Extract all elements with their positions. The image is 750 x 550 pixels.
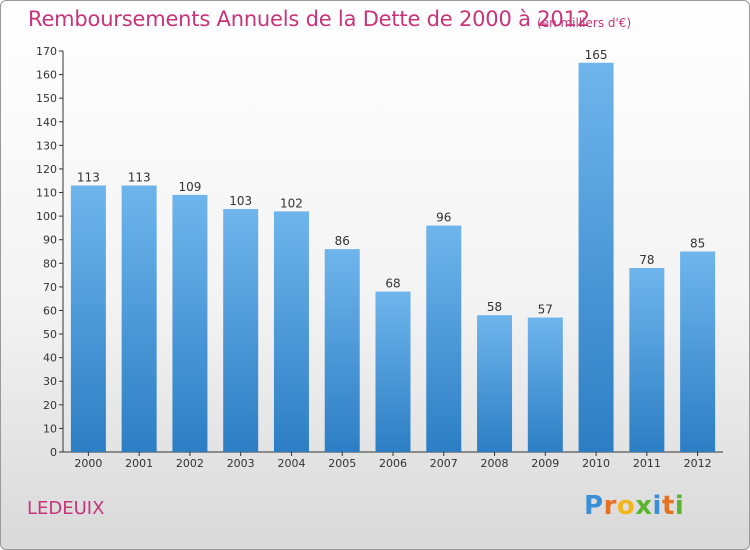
x-tick-label: 2004 (277, 457, 305, 470)
logo-letter: r (603, 491, 617, 521)
x-tick-label: 2009 (531, 457, 559, 470)
x-tick-label: 2010 (582, 457, 610, 470)
x-tick-label: 2000 (74, 457, 102, 470)
y-tick-label: 170 (36, 45, 57, 58)
y-tick-label: 130 (36, 139, 57, 152)
bar-2002 (172, 194, 208, 452)
bar-2005 (324, 249, 360, 452)
y-tick-label: 50 (43, 328, 57, 341)
proxiti-logo: Proxiti (584, 491, 684, 521)
value-label-2012: 85 (690, 237, 705, 251)
value-label-2002: 109 (178, 180, 201, 194)
y-tick-label: 80 (43, 257, 57, 270)
x-tick-label: 2012 (684, 457, 712, 470)
logo-letter: i (652, 491, 662, 521)
bar-2001 (121, 185, 157, 452)
bar-2006 (375, 291, 411, 452)
value-label-2011: 78 (639, 253, 654, 267)
y-tick-label: 150 (36, 92, 57, 105)
value-label-2006: 68 (385, 277, 400, 291)
y-tick-label: 10 (43, 422, 57, 435)
y-tick-label: 110 (36, 187, 57, 200)
y-tick-label: 40 (43, 352, 57, 365)
y-tick-label: 90 (43, 234, 57, 247)
logo-letter: P (584, 491, 604, 521)
bar-2011 (629, 268, 665, 452)
value-label-2004: 102 (280, 196, 303, 210)
bars: 113 113 109 103 102 86 68 96 58 57 165 78 85 (70, 48, 716, 452)
value-label-2003: 103 (229, 194, 252, 208)
chart-subtitle: (en milliers d'€) (537, 16, 632, 30)
x-tick-label: 2003 (227, 457, 255, 470)
bar-2012 (680, 251, 716, 452)
value-label-2010: 165 (585, 48, 608, 62)
value-label-2007: 96 (436, 211, 451, 225)
logo-letter: o (616, 491, 636, 521)
x-tick-label: 2008 (481, 457, 509, 470)
y-tick-label: 140 (36, 116, 57, 129)
x-tick-label: 2002 (176, 457, 204, 470)
y-tick-label: 100 (36, 210, 57, 223)
x-tick-label: 2007 (430, 457, 458, 470)
bar-2000 (70, 185, 106, 452)
value-label-2000: 113 (77, 170, 100, 184)
y-tick-label: 20 (43, 399, 57, 412)
value-label-2001: 113 (128, 170, 151, 184)
y-ticks: 0 10 20 30 40 50 60 70 80 90 100 110 120 130 140 150 160… (36, 45, 63, 459)
value-label-2008: 58 (487, 300, 502, 314)
y-tick-label: 160 (36, 69, 57, 82)
x-tick-label: 2001 (125, 457, 153, 470)
y-tick-label: 60 (43, 304, 57, 317)
logo-letter: t (661, 491, 675, 521)
value-label-2005: 86 (335, 234, 350, 248)
logo-letter: x (635, 491, 653, 521)
x-tick-label: 2006 (379, 457, 407, 470)
y-tick-label: 0 (50, 446, 57, 459)
y-tick-label: 70 (43, 281, 57, 294)
bar-2008 (477, 315, 513, 452)
bar-2009 (527, 317, 563, 452)
x-tick-label: 2011 (633, 457, 661, 470)
chart-title: Remboursements Annuels de la Dette de 20… (28, 7, 590, 31)
bar-2004 (273, 211, 309, 452)
x-ticks: 2000 2001 2002 2003 2004 2005 2006 2007 2008 2009… (74, 452, 712, 470)
y-tick-label: 120 (36, 163, 57, 176)
logo-letter: i (674, 491, 685, 521)
bar-2010 (578, 62, 614, 452)
x-tick-label: 2005 (328, 457, 356, 470)
commune-name: LEDEUIX (27, 498, 105, 519)
bar-2003 (223, 209, 259, 452)
value-label-2009: 57 (538, 303, 553, 317)
y-tick-label: 30 (43, 375, 57, 388)
bar-2007 (426, 225, 462, 452)
